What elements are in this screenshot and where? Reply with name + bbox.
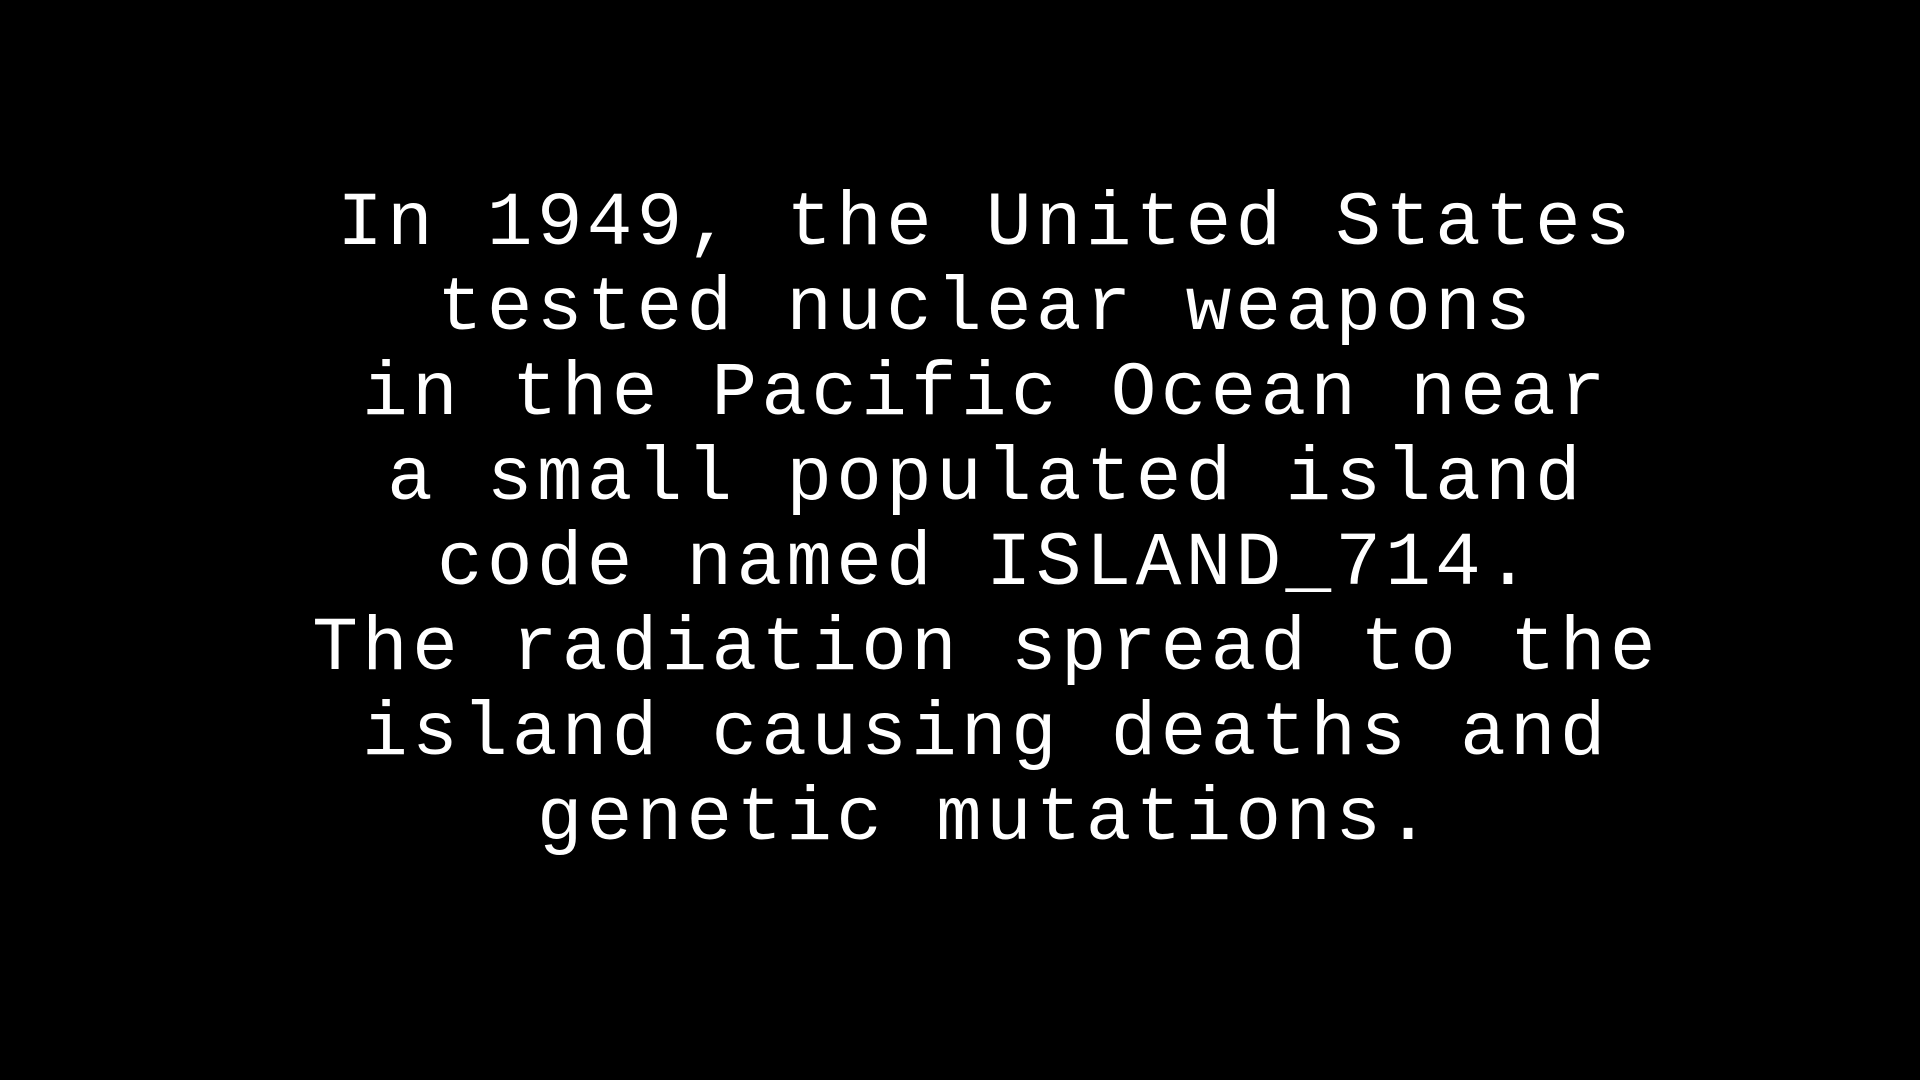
story-line: a small populated island [387,436,1585,522]
story-line: In 1949, the United States [337,181,1635,267]
story-line: The radiation spread to the [312,606,1660,692]
story-line: tested nuclear weapons [437,266,1535,352]
story-text: In 1949, the United States tested nuclear… [0,182,1920,862]
story-line: genetic mutations. [536,776,1436,862]
story-line: island causing deaths and [362,691,1610,777]
story-line: in the Pacific Ocean near [362,351,1610,437]
story-line: code named ISLAND_714. [437,521,1535,607]
